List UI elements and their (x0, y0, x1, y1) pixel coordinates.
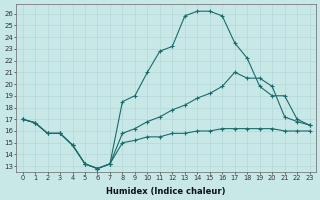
X-axis label: Humidex (Indice chaleur): Humidex (Indice chaleur) (106, 187, 226, 196)
